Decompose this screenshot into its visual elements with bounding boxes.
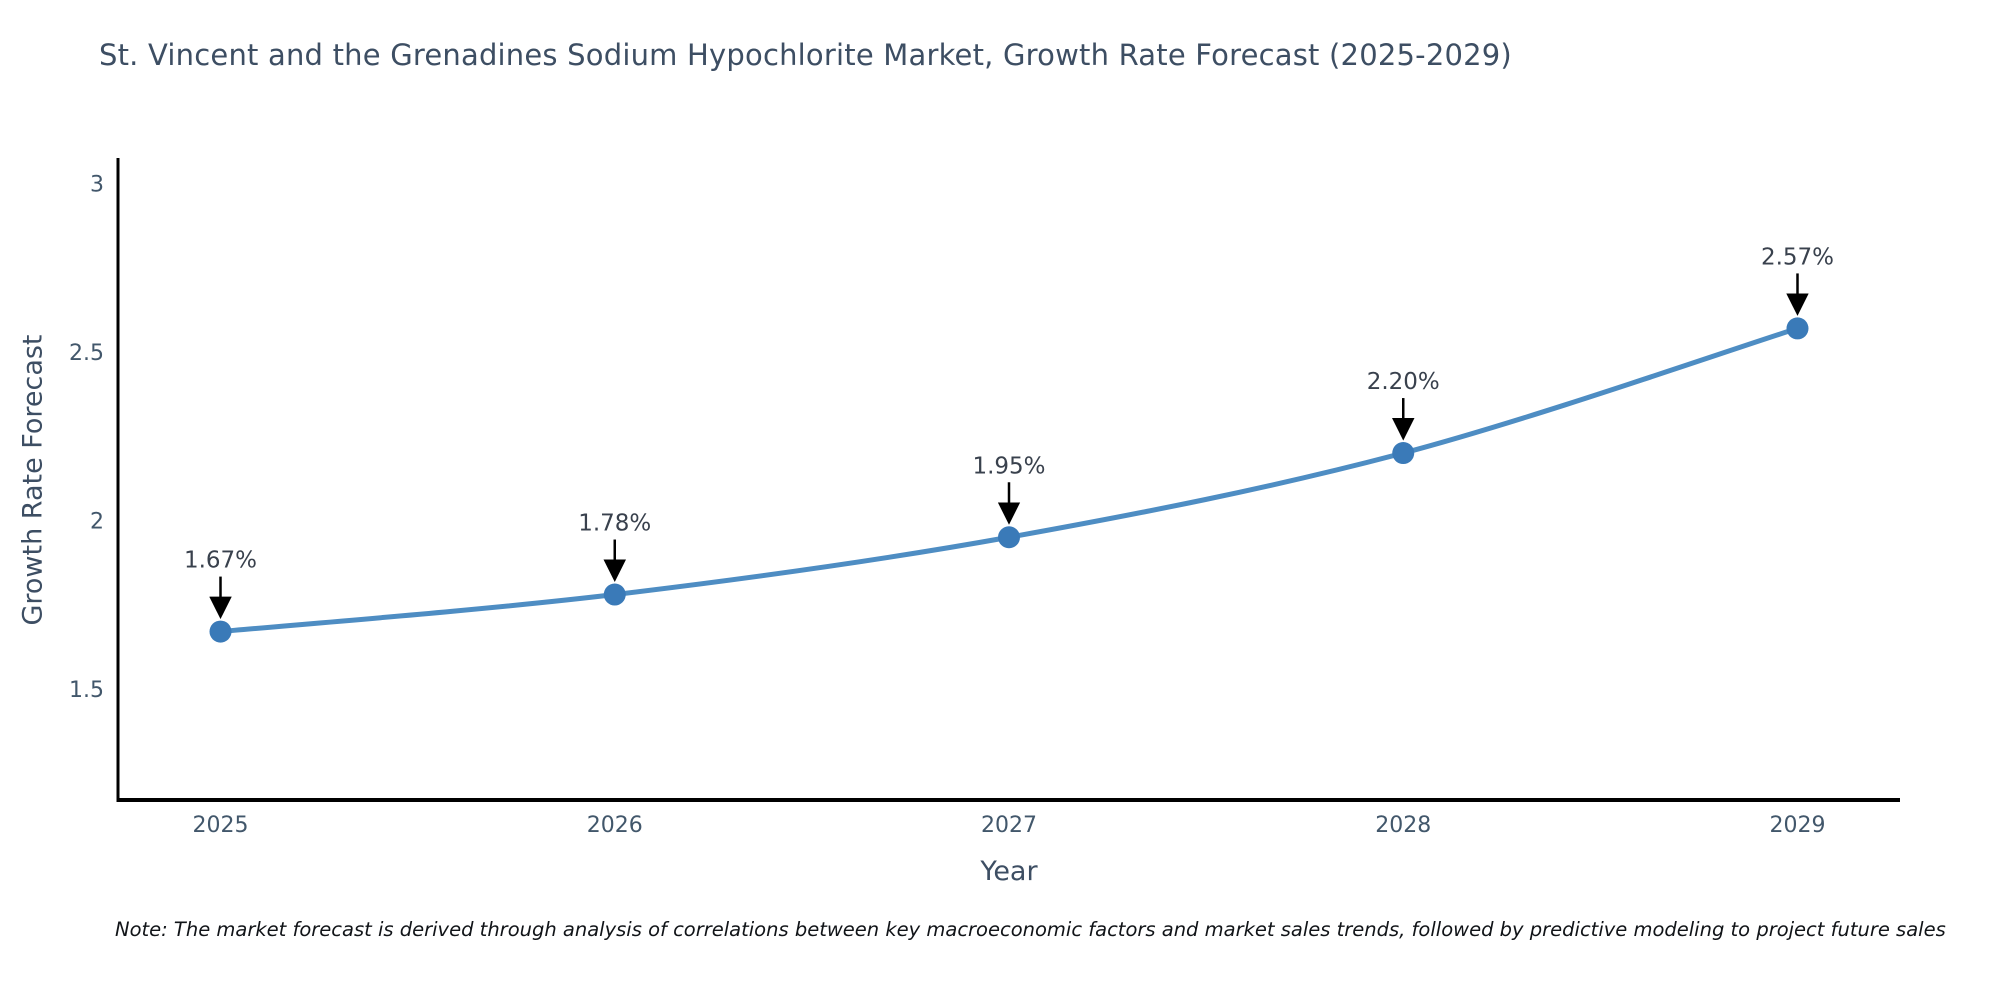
x-tick-label: 2026 — [587, 813, 643, 838]
x-tick-label: 2028 — [1375, 813, 1431, 838]
data-point — [603, 583, 626, 606]
x-axis-title: Year — [980, 856, 1038, 887]
point-annotation: 1.67% — [184, 548, 257, 574]
data-point — [1786, 317, 1809, 340]
data-point — [209, 620, 232, 643]
chart-note: Note: The market forecast is derived thr… — [115, 918, 1946, 941]
data-point — [1392, 442, 1415, 465]
point-annotation: 1.95% — [972, 453, 1045, 479]
x-tick-label: 2029 — [1769, 813, 1825, 838]
y-tick-label: 1.5 — [69, 678, 104, 703]
y-tick-label: 2 — [90, 509, 104, 534]
y-tick-label: 3 — [90, 173, 104, 198]
point-annotation: 2.20% — [1367, 369, 1440, 395]
x-tick-label: 2025 — [193, 813, 249, 838]
trend-line — [218, 325, 1800, 635]
x-tick-label: 2027 — [981, 813, 1037, 838]
y-tick-label: 2.5 — [69, 341, 104, 366]
data-point — [998, 526, 1020, 549]
chart-title: St. Vincent and the Grenadines Sodium Hy… — [99, 38, 1512, 72]
point-annotation: 1.78% — [578, 511, 651, 537]
point-annotation: 2.57% — [1761, 244, 1834, 270]
